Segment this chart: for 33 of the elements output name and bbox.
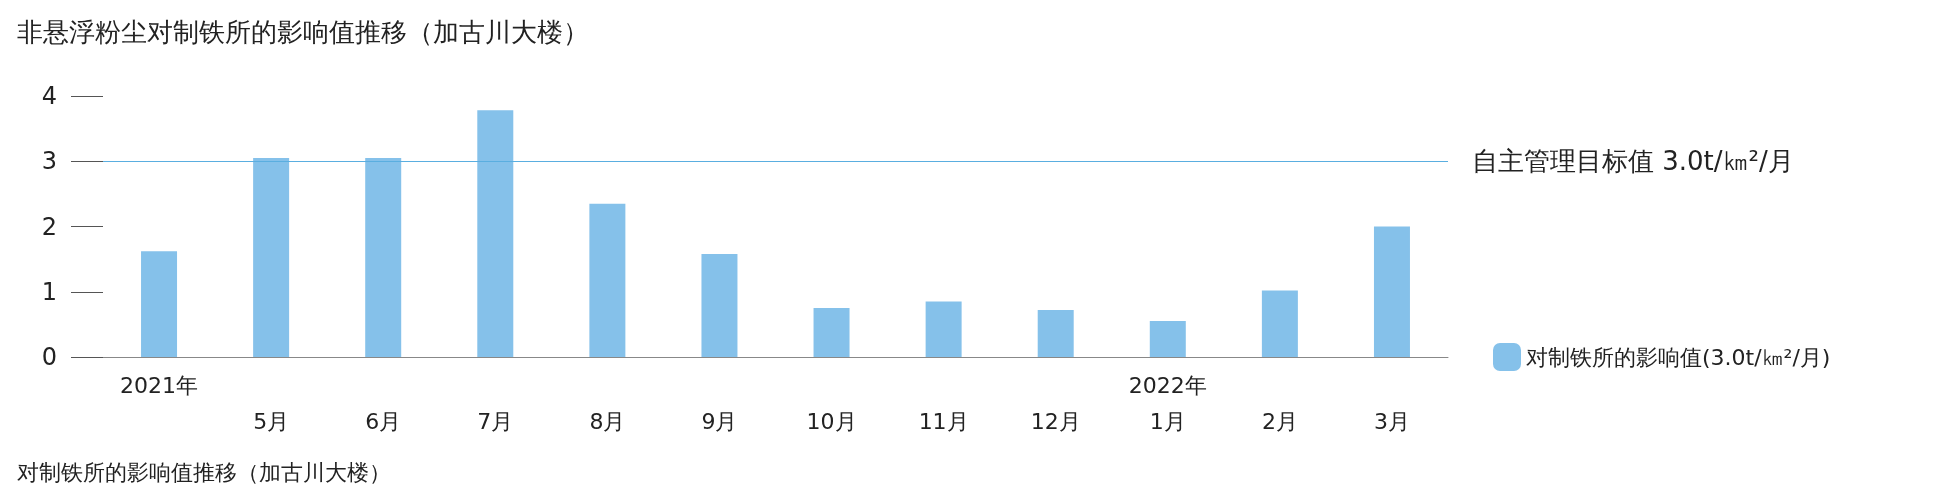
y-tick-label: 3 [41, 147, 57, 176]
bar [701, 253, 738, 357]
x-tick-label: 5月 [253, 408, 290, 434]
bar [141, 251, 178, 357]
x-tick-label: 2021年 [120, 372, 199, 398]
bar [1373, 226, 1410, 357]
chart-title: 非悬浮粉尘对制铁所的影响值推移（加古川大楼） [17, 17, 589, 47]
bar [477, 110, 514, 357]
x-tick-label: 2022年 1月 [1128, 372, 1207, 434]
y-tick-label: 4 [41, 82, 57, 110]
bar [253, 157, 290, 357]
x-tick-label: 10月 [806, 408, 857, 434]
ref-line-label: 自主管理目标值 3.0t/㎞²/月 [1472, 146, 1794, 177]
bar [925, 301, 962, 357]
bar [813, 308, 850, 357]
bar [365, 157, 402, 357]
x-tick-label: 9月 [701, 408, 738, 434]
bar [589, 203, 626, 357]
x-tick-label: 6月 [365, 408, 402, 434]
x-tick-label: 12月 [1030, 408, 1081, 434]
bar [1261, 290, 1298, 357]
x-tick-label: 11月 [918, 408, 969, 434]
y-tick-label: 0 [41, 343, 57, 371]
x-tick-label: 7月 [477, 408, 514, 434]
y-tick-label: 2 [41, 212, 57, 241]
text: 对制铁所的影响值推移（加古川大楼） [17, 459, 391, 485]
x-tick-label: 2月 [1261, 408, 1298, 434]
x-tick-label: 3月 [1373, 408, 1410, 434]
bar [1037, 310, 1074, 357]
x-tick-label: 8月 [589, 408, 626, 434]
bar [1149, 321, 1186, 357]
y-tick-label: 1 [41, 277, 57, 306]
legend-label: 对制铁所的影响值(3.0t/㎞²/月) [1526, 344, 1831, 370]
